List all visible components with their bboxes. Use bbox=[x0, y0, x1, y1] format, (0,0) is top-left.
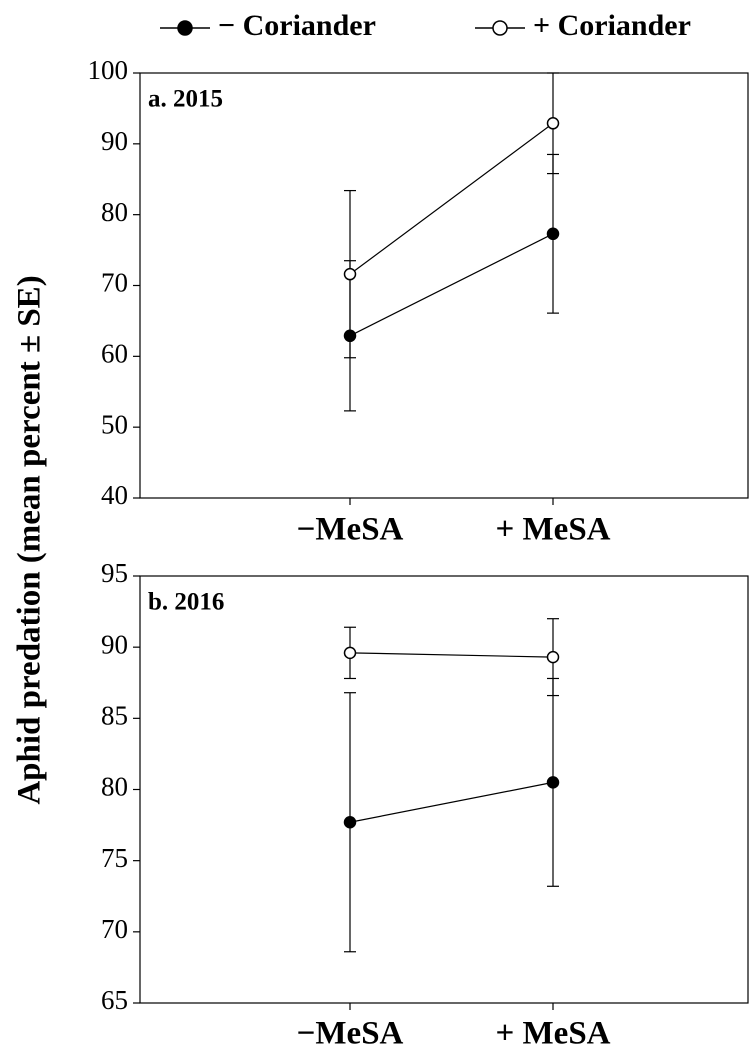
panel-title: b. 2016 bbox=[148, 589, 224, 616]
x-tick-label: + MeSA bbox=[495, 512, 610, 548]
y-tick-label: 65 bbox=[101, 985, 128, 1015]
y-tick-label: 50 bbox=[101, 409, 128, 439]
y-tick-label: 90 bbox=[101, 126, 128, 156]
y-tick-label: 70 bbox=[101, 914, 128, 944]
y-tick-label: 95 bbox=[101, 558, 128, 588]
panel-title: a. 2015 bbox=[148, 86, 223, 113]
y-tick-label: 85 bbox=[101, 701, 128, 731]
legend-label: + Coriander bbox=[533, 9, 691, 42]
x-tick-label: −MeSA bbox=[297, 512, 404, 548]
data-point bbox=[548, 118, 559, 129]
data-point bbox=[345, 817, 356, 828]
series-line bbox=[350, 653, 553, 657]
series-line bbox=[350, 123, 553, 274]
data-point bbox=[548, 777, 559, 788]
y-tick-label: 60 bbox=[101, 339, 128, 369]
plot-frame bbox=[140, 576, 748, 1003]
legend-marker bbox=[178, 21, 192, 35]
plot-frame bbox=[140, 73, 748, 498]
series-line bbox=[350, 234, 553, 336]
y-tick-label: 80 bbox=[101, 197, 128, 227]
y-tick-label: 100 bbox=[88, 55, 129, 85]
y-tick-label: 40 bbox=[101, 480, 128, 510]
chart: Aphid predation (mean percent ± SE) − Co… bbox=[0, 0, 749, 1058]
series-line bbox=[350, 782, 553, 822]
y-axis-label: Aphid predation (mean percent ± SE) bbox=[12, 275, 48, 804]
legend-marker bbox=[493, 21, 507, 35]
data-point bbox=[548, 228, 559, 239]
data-point bbox=[548, 652, 559, 663]
data-point bbox=[345, 647, 356, 658]
page: Aphid predation (mean percent ± SE) − Co… bbox=[0, 0, 749, 1058]
y-tick-label: 90 bbox=[101, 629, 128, 659]
y-tick-label: 80 bbox=[101, 772, 128, 802]
y-tick-label: 70 bbox=[101, 268, 128, 298]
data-point bbox=[345, 269, 356, 280]
legend-label: − Coriander bbox=[218, 9, 376, 42]
x-tick-label: −MeSA bbox=[297, 1016, 404, 1052]
y-tick-label: 75 bbox=[101, 843, 128, 873]
x-tick-label: + MeSA bbox=[495, 1016, 610, 1052]
data-point bbox=[345, 330, 356, 341]
